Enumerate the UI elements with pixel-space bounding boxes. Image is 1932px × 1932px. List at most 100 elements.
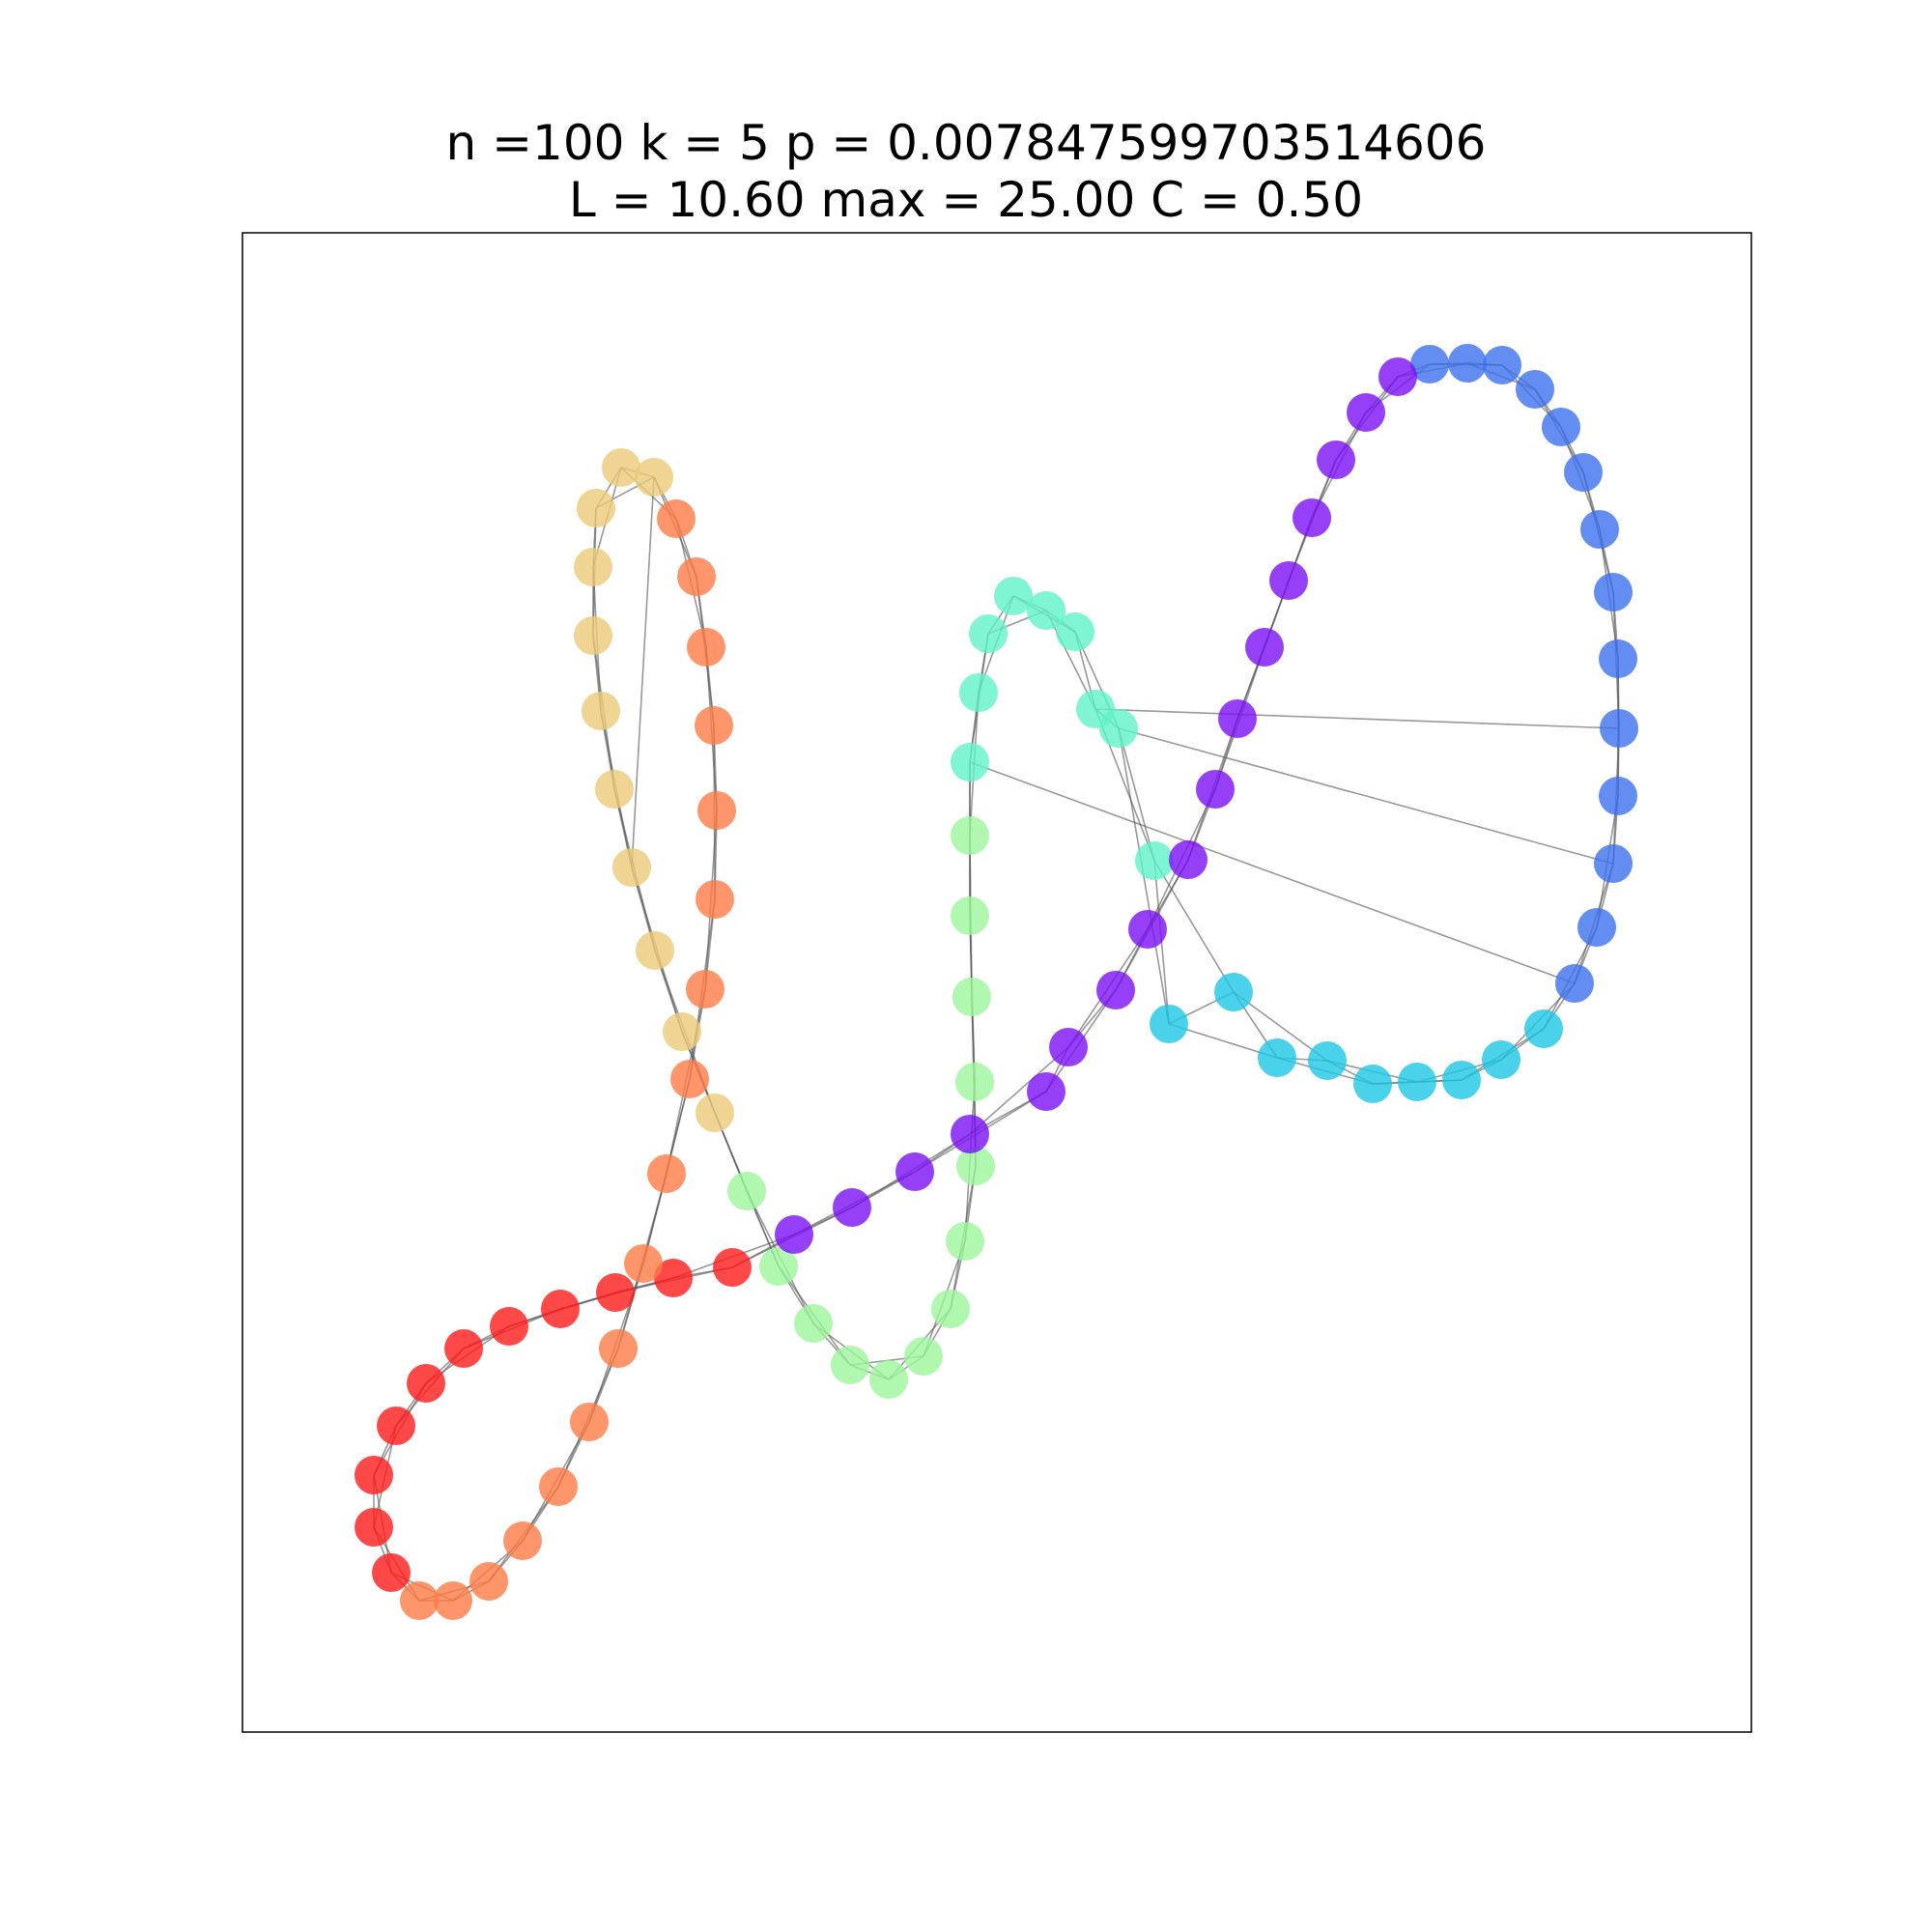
graph-node bbox=[657, 499, 696, 538]
graph-edge bbox=[1153, 860, 1235, 993]
graph-node bbox=[1600, 709, 1638, 748]
graph-node bbox=[1218, 699, 1257, 738]
graph-edge bbox=[969, 761, 1576, 984]
graph-node bbox=[400, 1581, 439, 1620]
graph-node bbox=[687, 628, 725, 667]
graph-node bbox=[577, 489, 615, 527]
graph-node bbox=[541, 1290, 580, 1328]
graph-node bbox=[686, 970, 724, 1009]
graph-node bbox=[490, 1307, 528, 1346]
graph-node bbox=[1096, 971, 1135, 1009]
graph-node bbox=[503, 1521, 542, 1560]
graph-node bbox=[951, 743, 989, 781]
graph-edge bbox=[1094, 708, 1620, 729]
graph-node bbox=[1027, 591, 1065, 630]
graph-edge bbox=[1233, 991, 1328, 1062]
graph-node bbox=[574, 548, 612, 586]
graph-node bbox=[574, 616, 612, 655]
graph-node bbox=[759, 1247, 798, 1286]
graph-node bbox=[696, 880, 734, 919]
graph-node bbox=[539, 1467, 578, 1506]
graph-node bbox=[1317, 440, 1355, 479]
graph-node bbox=[1353, 1065, 1392, 1103]
graph-node bbox=[895, 1152, 934, 1191]
graph-node bbox=[959, 673, 998, 712]
graph-node bbox=[1555, 964, 1594, 1003]
graph-node bbox=[1594, 844, 1633, 883]
graph-node bbox=[1580, 510, 1619, 549]
graph-node bbox=[647, 1154, 686, 1193]
graph-node bbox=[1410, 345, 1449, 384]
graph-node bbox=[434, 1581, 472, 1620]
edge-layer bbox=[373, 362, 1620, 1602]
graph-node bbox=[570, 1403, 609, 1441]
graph-edge bbox=[631, 476, 655, 868]
graph-node bbox=[1442, 1061, 1481, 1099]
graph-node bbox=[1027, 1072, 1065, 1111]
graph-node bbox=[955, 1063, 994, 1101]
graph-node bbox=[1378, 357, 1417, 396]
graph-node bbox=[1099, 709, 1138, 748]
graph-node bbox=[1542, 408, 1580, 446]
graph-node bbox=[1196, 770, 1235, 809]
node-layer bbox=[355, 344, 1638, 1620]
graph-node bbox=[599, 1329, 638, 1368]
graph-node bbox=[1524, 1009, 1563, 1048]
graph-node bbox=[713, 1248, 752, 1287]
graph-node bbox=[1347, 393, 1385, 432]
graph-node bbox=[697, 791, 736, 830]
graph-node bbox=[904, 1337, 943, 1376]
graph-node bbox=[663, 1012, 701, 1051]
graph-node bbox=[670, 1060, 709, 1098]
figure-title-line-1: n =100 k = 5 p = 0.007847599703514606 bbox=[445, 115, 1487, 171]
graph-edge bbox=[969, 1046, 1069, 1135]
graph-node bbox=[1169, 840, 1208, 879]
graph-node bbox=[794, 1304, 833, 1343]
graph-node bbox=[1482, 1040, 1520, 1079]
graph-edge bbox=[1118, 727, 1155, 862]
graph-node bbox=[951, 896, 989, 935]
graph-node bbox=[869, 1360, 908, 1399]
graph-node bbox=[1135, 841, 1174, 880]
graph-node bbox=[951, 816, 989, 855]
graph-node bbox=[612, 848, 651, 887]
graph-node bbox=[831, 1346, 869, 1384]
graph-node bbox=[696, 1094, 734, 1132]
graph-node bbox=[1577, 908, 1616, 947]
graph-node bbox=[355, 1508, 393, 1547]
graph-node bbox=[602, 448, 640, 487]
graph-node bbox=[1258, 1038, 1296, 1077]
graph-node bbox=[1269, 561, 1308, 600]
graph-node bbox=[969, 614, 1008, 653]
graph-node bbox=[1483, 346, 1521, 384]
graph-node bbox=[1150, 1005, 1188, 1043]
graph-node bbox=[1599, 639, 1637, 678]
graph-node bbox=[1049, 1028, 1088, 1066]
graph-node bbox=[1245, 628, 1284, 667]
graph-node bbox=[595, 770, 634, 809]
graph-node bbox=[946, 1222, 984, 1261]
graph-node bbox=[931, 1290, 970, 1328]
figure-title-line-2: L = 10.60 max = 25.00 C = 0.50 bbox=[568, 172, 1364, 228]
graph-node bbox=[635, 458, 673, 497]
graph-node bbox=[1293, 498, 1331, 537]
graph-node bbox=[372, 1553, 411, 1592]
graph-node bbox=[956, 1147, 995, 1185]
graph-node bbox=[833, 1188, 871, 1227]
graph-node bbox=[1564, 453, 1603, 492]
graph-node bbox=[1128, 910, 1167, 949]
graph-node bbox=[1599, 777, 1637, 815]
graph-node bbox=[1398, 1063, 1436, 1101]
graph-node bbox=[636, 931, 674, 970]
graph-edge bbox=[1118, 727, 1614, 865]
graph-node bbox=[469, 1562, 508, 1601]
graph-node bbox=[582, 692, 620, 730]
graph-node bbox=[1308, 1041, 1347, 1080]
graph-node bbox=[377, 1406, 415, 1445]
graph-node bbox=[952, 978, 991, 1016]
graph-node bbox=[1448, 344, 1487, 383]
graph-node bbox=[596, 1273, 635, 1312]
graph-node bbox=[775, 1215, 813, 1254]
graph-node bbox=[1594, 573, 1633, 611]
